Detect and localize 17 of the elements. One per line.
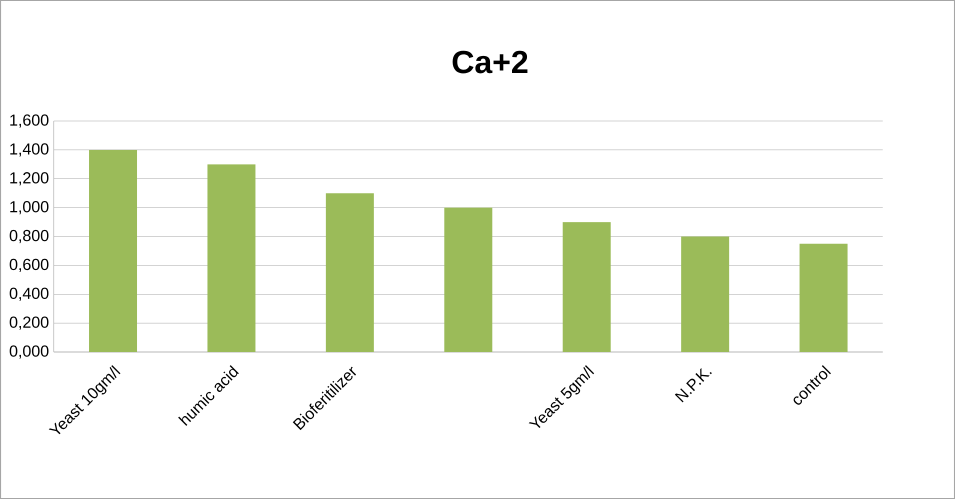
y-tick-label: 1,600 (10, 114, 48, 128)
bar (326, 193, 374, 352)
y-tick-label: 1,000 (10, 201, 48, 214)
y-tick-label: 0,400 (10, 288, 48, 301)
y-tick-label: 0,600 (10, 258, 48, 272)
y-tick-label: 0,800 (10, 230, 48, 244)
bar (800, 244, 848, 352)
bar (562, 222, 611, 352)
chart-title: Ca+2 (452, 50, 528, 74)
y-tick-label: 1,200 (10, 172, 48, 186)
y-tick-label: 0,200 (10, 316, 48, 330)
y-tick-label: 1,400 (10, 143, 48, 156)
y-tick-label: 0,000 (10, 345, 48, 359)
bar (444, 208, 492, 352)
bar (207, 164, 256, 352)
bar (681, 236, 730, 352)
bar (89, 150, 138, 352)
